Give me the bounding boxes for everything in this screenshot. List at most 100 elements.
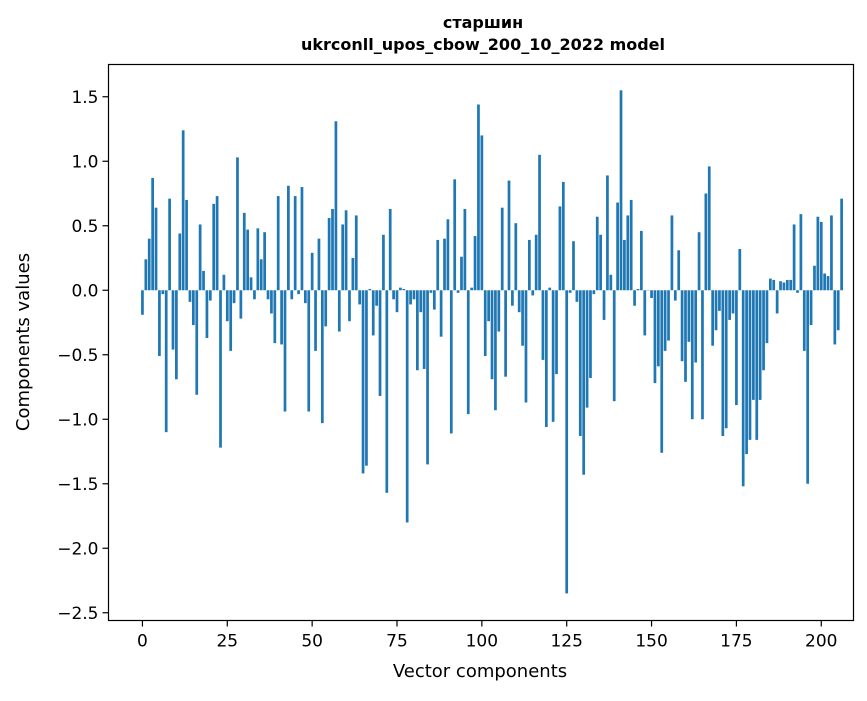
bar [270, 290, 273, 313]
bar [694, 290, 697, 362]
bar [328, 218, 331, 290]
bar [626, 215, 629, 290]
y-tick-label: −2.5 [57, 604, 98, 624]
bar [436, 240, 439, 290]
bar [779, 281, 782, 290]
x-tick-label: 75 [386, 632, 408, 652]
bar [715, 290, 718, 330]
bar [284, 290, 287, 411]
bar [643, 290, 646, 335]
bar [677, 250, 680, 290]
bar [711, 290, 714, 345]
y-axis-label: Components values [13, 253, 34, 431]
bar [341, 224, 344, 290]
bar [240, 290, 243, 318]
bar [402, 289, 405, 290]
bar [155, 208, 158, 291]
bar [820, 222, 823, 290]
bar [375, 290, 378, 305]
bar [413, 290, 416, 299]
bar [185, 200, 188, 290]
bar [806, 290, 809, 484]
bar [579, 290, 582, 436]
bar [202, 271, 205, 290]
bar [504, 290, 507, 376]
bar [681, 290, 684, 361]
bar [267, 290, 270, 299]
bar [823, 273, 826, 290]
bar [246, 230, 249, 291]
bar [606, 175, 609, 290]
bar [518, 290, 521, 312]
y-tick-label: −0.5 [57, 346, 98, 366]
bar [576, 290, 579, 302]
bar [365, 290, 368, 465]
y-tick-label: −1.0 [57, 410, 98, 430]
bar [789, 280, 792, 290]
bar [151, 178, 154, 290]
bar [535, 235, 538, 290]
bar [260, 259, 263, 290]
x-tick-label: 200 [805, 632, 837, 652]
bar [487, 290, 490, 321]
bar [531, 290, 534, 295]
bar [321, 290, 324, 423]
bar [817, 217, 820, 291]
bar [654, 290, 657, 383]
bar [491, 290, 494, 379]
bar [250, 277, 253, 290]
bar [141, 290, 144, 315]
x-tick-label: 150 [635, 632, 667, 652]
bar [209, 290, 212, 300]
bar [548, 288, 551, 291]
x-axis-label: Vector components [393, 661, 567, 682]
bar [253, 290, 256, 299]
bar [766, 290, 769, 343]
bar [358, 290, 361, 304]
bar [219, 290, 222, 447]
bar [742, 290, 745, 486]
bar [718, 290, 721, 311]
bar [721, 290, 724, 436]
bar [759, 290, 762, 400]
bar [800, 214, 803, 290]
bar [484, 290, 487, 356]
bar [453, 179, 456, 290]
bar [593, 290, 596, 294]
chart-title-line1: старшин [443, 13, 523, 32]
bar [582, 290, 585, 474]
bar [840, 199, 843, 291]
x-tick-label: 100 [466, 632, 498, 652]
bar [355, 215, 358, 290]
bar [542, 290, 545, 360]
chart-title-line2: ukrconll_upos_cbow_200_10_2022 model [301, 35, 665, 54]
bar [603, 290, 606, 320]
bar [538, 155, 541, 290]
bar [810, 290, 813, 325]
bar [511, 290, 514, 305]
bar [528, 240, 531, 290]
bar [440, 290, 443, 336]
bar [372, 290, 375, 335]
bar [514, 223, 517, 290]
bar [206, 290, 209, 338]
bar [599, 235, 602, 290]
bar [616, 203, 619, 291]
bar [324, 290, 327, 326]
bar [657, 290, 660, 366]
bar [450, 290, 453, 433]
bar [233, 290, 236, 303]
y-tick-label: 1.5 [71, 88, 98, 108]
bar [399, 288, 402, 291]
bar [559, 206, 562, 290]
bar [613, 290, 616, 401]
bar [664, 290, 667, 351]
bar [148, 239, 151, 291]
bar [348, 290, 351, 321]
x-tick-label: 175 [720, 632, 752, 652]
bar [474, 236, 477, 290]
bar [569, 290, 572, 293]
bar [165, 290, 168, 432]
bar [552, 290, 555, 422]
